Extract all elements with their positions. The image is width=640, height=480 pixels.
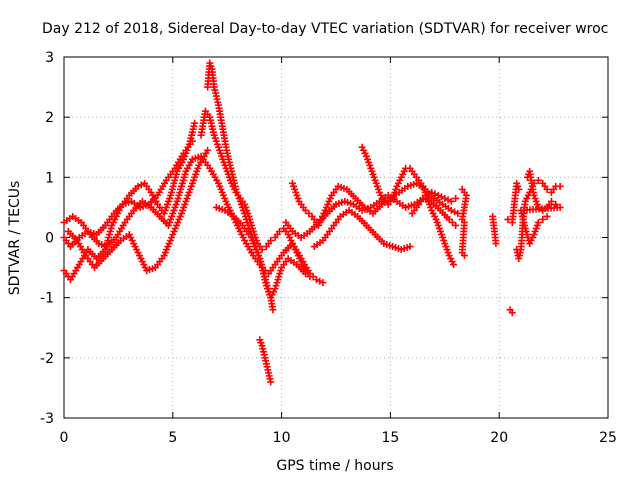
- x-tick-label: 0: [60, 430, 69, 446]
- data-point: [438, 193, 446, 201]
- data-point: [508, 309, 516, 317]
- data-point: [424, 190, 432, 198]
- data-point: [267, 378, 275, 386]
- data-point: [302, 270, 310, 278]
- data-point: [543, 212, 551, 220]
- data-point: [556, 182, 564, 190]
- x-tick-label: 10: [273, 430, 291, 446]
- y-tick-label: 0: [45, 231, 54, 247]
- tick-labels: 0 5 10 15 20 25 -3 -2 -1 0 1 2 3: [40, 50, 617, 446]
- x-axis-label: GPS time / hours: [276, 458, 393, 474]
- data-point: [275, 227, 283, 235]
- chart-title: Day 212 of 2018, Sidereal Day-to-day VTE…: [42, 21, 608, 37]
- y-tick-label: -3: [40, 411, 54, 427]
- data-point: [312, 276, 320, 284]
- y-tick-label: 1: [45, 170, 54, 186]
- grid-lines: [64, 57, 608, 418]
- data-point: [460, 252, 468, 260]
- data-point: [452, 194, 460, 202]
- x-tick-label: 20: [490, 430, 508, 446]
- axis-ticks: [63, 56, 609, 419]
- y-tick-label: 2: [45, 110, 54, 126]
- data-point: [539, 215, 547, 223]
- data-point: [547, 197, 555, 205]
- data-point: [428, 188, 436, 196]
- data-point: [316, 277, 324, 285]
- x-tick-label: 5: [168, 430, 177, 446]
- data-point: [204, 146, 212, 154]
- data-point: [444, 196, 452, 204]
- data-point: [515, 185, 523, 193]
- y-tick-label: -2: [40, 351, 54, 367]
- data-point: [441, 194, 449, 202]
- data-point: [434, 191, 442, 199]
- data-point: [134, 182, 142, 190]
- data-point: [306, 273, 314, 281]
- data-point: [534, 218, 542, 226]
- data-point: [492, 240, 500, 248]
- y-tick-label: -1: [40, 291, 54, 307]
- data-point: [137, 181, 145, 189]
- data-point: [191, 119, 199, 127]
- data-point: [447, 197, 455, 205]
- data-point: [431, 190, 439, 198]
- data-point: [421, 191, 429, 199]
- data-point: [380, 197, 388, 205]
- data-point: [319, 279, 327, 287]
- y-tick-label: 3: [45, 50, 54, 66]
- data-point: [188, 137, 196, 145]
- y-axis-label: SDTVAR / TECUs: [7, 181, 23, 296]
- data-point: [269, 306, 277, 314]
- data-point: [258, 246, 266, 254]
- data-marks: [60, 59, 564, 386]
- data-point: [267, 237, 275, 245]
- data-point: [450, 261, 458, 269]
- data-point: [543, 185, 551, 193]
- data-point: [447, 206, 455, 214]
- data-point: [406, 243, 414, 251]
- x-tick-label: 15: [381, 430, 399, 446]
- data-point: [534, 176, 542, 184]
- data-point: [452, 221, 460, 229]
- x-tick-label: 25: [599, 430, 617, 446]
- data-point: [451, 208, 459, 216]
